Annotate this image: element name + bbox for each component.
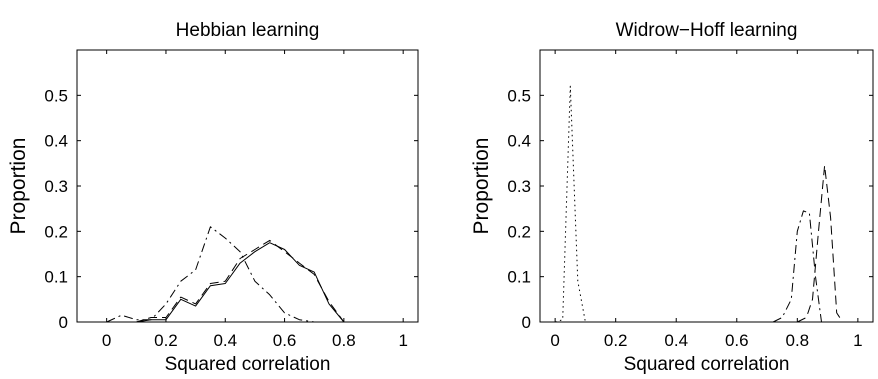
series-line-dashed: [797, 165, 844, 323]
x-tick-label: 0.8: [332, 331, 356, 350]
y-tick-label: 0.5: [507, 86, 531, 105]
y-tick-label: 0.4: [44, 132, 68, 151]
x-tick-label: 0: [550, 331, 559, 350]
x-tick-label: 1: [398, 331, 407, 350]
series-line-dotted: [554, 85, 593, 323]
y-tick-label: 0.2: [507, 222, 531, 241]
x-tick-label: 1: [853, 331, 862, 350]
x-tick-label: 0.4: [664, 331, 688, 350]
x-tick-label: 0.6: [725, 331, 749, 350]
y-tick-label: 0.5: [44, 86, 68, 105]
series-line-solid: [106, 242, 404, 323]
x-axis-label: Squared correlation: [624, 354, 790, 375]
x-tick-label: 0.8: [785, 331, 809, 350]
y-tick-label: 0.1: [507, 268, 531, 287]
y-tick-label: 0: [59, 313, 68, 332]
x-tick-label: 0: [102, 331, 111, 350]
y-tick-label: 0: [522, 313, 531, 332]
y-tick-label: 0.2: [44, 222, 68, 241]
axes-frame: [76, 49, 419, 323]
y-axis-label: Proportion: [470, 138, 493, 235]
x-tick-label: 0.2: [154, 331, 178, 350]
y-tick-label: 0.1: [44, 268, 68, 287]
y-tick-label: 0.4: [507, 132, 531, 151]
y-tick-label: 0.3: [44, 177, 68, 196]
x-tick-label: 0.6: [273, 331, 297, 350]
chart-title: Hebbian learning: [176, 20, 320, 41]
x-tick-label: 0.4: [213, 331, 237, 350]
series-line-dashdot: [772, 210, 828, 323]
chart-panel-2: 0 0.2 0.4 0.6 0.8 1 0 0.1 0.2 0.3 0.4 0.5 Widrow−Hof…: [470, 20, 874, 375]
chart-panel-1: 0 0.2 0.4 0.6 0.8 1 0 0.1 0.2 0.3 0.4 0.5 Hebbian le…: [7, 20, 419, 375]
y-tick-label: 0.3: [507, 177, 531, 196]
x-tick-label: 0.2: [604, 331, 628, 350]
chart-title: Widrow−Hoff learning: [616, 20, 798, 41]
x-axis-label: Squared correlation: [165, 354, 331, 375]
y-axis-label: Proportion: [7, 138, 30, 235]
series-line-dashdot: [106, 226, 404, 323]
